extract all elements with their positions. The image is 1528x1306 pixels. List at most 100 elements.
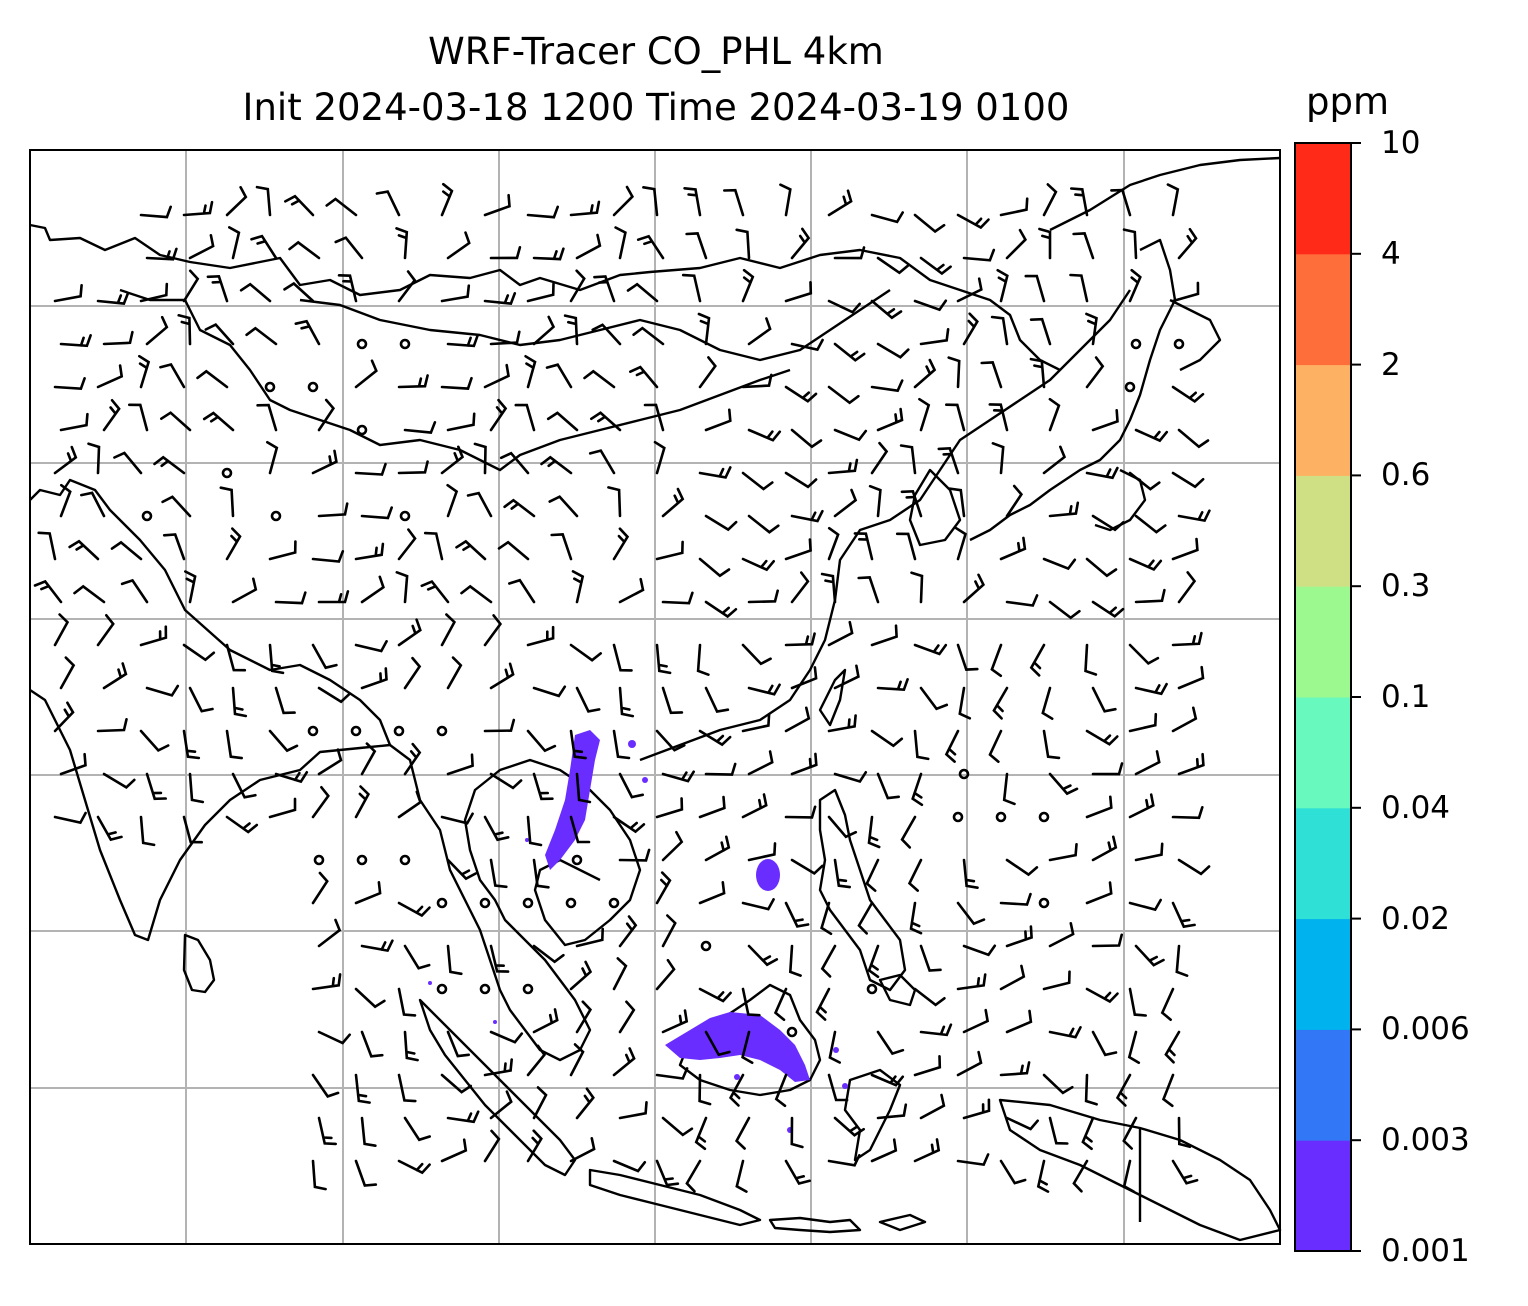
wind-barb [1085, 987, 1119, 1004]
colorbar-segment [1295, 697, 1351, 809]
wind-barb [784, 281, 813, 303]
wind-barb [876, 1103, 908, 1120]
calm-circle [399, 510, 411, 522]
wind-barb [274, 771, 309, 784]
wind-barb [956, 1153, 990, 1167]
wind-barb [68, 539, 100, 561]
wind-barb [704, 408, 732, 432]
wind-barb [1042, 970, 1071, 991]
wind-barb [145, 315, 169, 346]
wind-barb [268, 729, 299, 753]
wind-barb [1091, 1030, 1118, 1057]
wind-barb [288, 240, 321, 260]
wind-barb [992, 686, 1009, 720]
wind-barb [899, 444, 917, 475]
wind-barb [827, 714, 857, 733]
wind-barb [53, 701, 75, 733]
wind-barb [1128, 712, 1158, 733]
wind-barb [1029, 643, 1046, 677]
wind-barb [833, 428, 868, 442]
wind-barb [1171, 901, 1196, 929]
wind-barb [685, 232, 708, 260]
wind-barb [311, 449, 338, 475]
wind-barb [569, 643, 602, 662]
wind-barb [225, 815, 259, 834]
wind-barb [360, 506, 393, 520]
calm-circle [571, 854, 583, 866]
wind-barb [440, 284, 471, 303]
wind-barb [1122, 1116, 1138, 1150]
wind-barb [1177, 227, 1198, 260]
wind-barb [945, 403, 966, 432]
wind-barb [145, 772, 167, 801]
wind-barb [947, 356, 961, 389]
wind-barb [612, 185, 635, 217]
wind-barb [1166, 183, 1180, 217]
wind-barb [1084, 1073, 1098, 1106]
wind-barb [440, 376, 473, 390]
wind-barb [820, 944, 837, 978]
wind-barb [790, 666, 818, 690]
wind-barb [311, 1159, 327, 1191]
colorbar-segment [1295, 1140, 1351, 1252]
wind-barb [1128, 793, 1155, 819]
wind-barb [397, 901, 431, 918]
wind-barb [59, 334, 92, 348]
wind-barb [661, 1116, 694, 1137]
wind-barb [53, 811, 87, 825]
wind-barb [354, 462, 387, 476]
calm-circle [307, 725, 319, 737]
wind-barb [403, 1116, 431, 1142]
wind-barb [294, 319, 321, 346]
wind-barb [219, 486, 235, 518]
wind-barb [1171, 471, 1205, 489]
wind-barb [618, 772, 644, 799]
wind-barb [571, 570, 585, 604]
wind-barb [446, 334, 479, 348]
wind-barb [503, 498, 536, 518]
wind-barb [1048, 1116, 1069, 1145]
wind-barb [779, 183, 792, 217]
wind-barb [833, 858, 851, 889]
wind-barb [1042, 445, 1067, 475]
wind-barb [284, 194, 315, 217]
wind-barb [526, 205, 559, 219]
wind-barb [962, 1098, 991, 1120]
wind-barb [913, 987, 946, 1007]
wind-barb [784, 1159, 811, 1186]
wind-barb [499, 451, 530, 475]
wind-barb [1069, 273, 1089, 303]
wind-barb [33, 579, 63, 604]
wind-barb [741, 471, 774, 491]
wind-barb [360, 742, 377, 776]
wind-barb [827, 299, 861, 314]
wind-barb [423, 531, 444, 561]
wind-barb [747, 317, 772, 346]
wind-barb [747, 750, 774, 776]
wind-barb [698, 557, 731, 578]
wind-barb [991, 442, 1005, 475]
wind-barb [704, 762, 737, 776]
wind-barb [1091, 835, 1118, 862]
wind-barb [956, 277, 983, 303]
wind-barb [1042, 1073, 1074, 1095]
wind-barb [696, 643, 710, 676]
wind-barb [1177, 665, 1205, 690]
calm-circle [700, 940, 712, 952]
wind-barb [747, 514, 780, 534]
wind-barb [655, 797, 684, 819]
wind-barb [162, 533, 186, 561]
wind-barb [734, 1116, 751, 1150]
wind-barb [532, 772, 554, 801]
wind-barb [747, 683, 781, 696]
wind-barb [575, 772, 592, 804]
wind-barb [956, 213, 990, 230]
wind-barb [1005, 228, 1028, 260]
wind-barb [96, 815, 123, 842]
wind-barb [1177, 858, 1211, 876]
colorbar-frame [1294, 142, 1352, 1252]
wind-barb [489, 772, 523, 790]
wind-barb [160, 411, 192, 432]
colorbar-segment [1295, 807, 1351, 920]
wind-barb [681, 273, 702, 303]
